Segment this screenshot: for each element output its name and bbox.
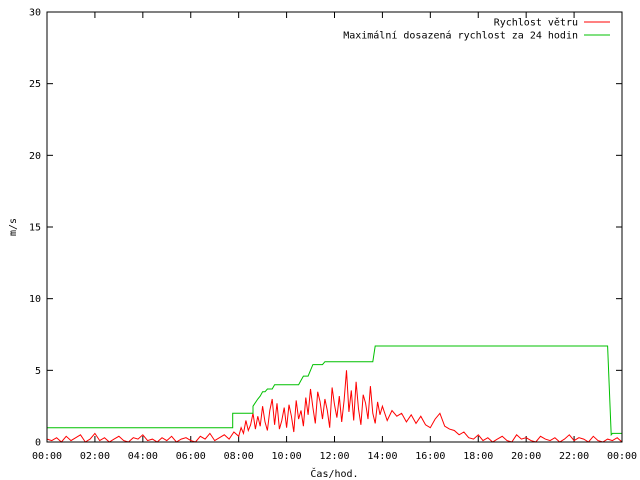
series-layer <box>46 345 623 443</box>
y-tick-label: 30 <box>29 8 41 19</box>
y-axis-label: m/s <box>8 218 19 236</box>
legend-label-wind-speed: Rychlost větru <box>494 17 578 29</box>
legend-label-max-speed: Maximální dosazená rychlost za 24 hodin <box>343 30 578 42</box>
x-tick-label: 22:00 <box>559 451 589 462</box>
x-tick-label: 06:00 <box>176 451 206 462</box>
x-tick-label: 00:00 <box>32 451 62 462</box>
x-axis-label: Čas/hod. <box>310 467 358 480</box>
y-tick-label: 10 <box>29 294 41 305</box>
y-tick-label: 20 <box>29 151 41 162</box>
y-tick-label: 0 <box>35 438 41 449</box>
x-tick-label: 14:00 <box>367 451 397 462</box>
x-tick-label: 20:00 <box>511 451 541 462</box>
ticks-layer: 0 5 10 15 20 25 30 00:00 02:00 04:00 06:00 08:00 10:… <box>29 8 637 463</box>
x-tick-label: 04:00 <box>128 451 158 462</box>
series-line-max-speed <box>47 345 622 437</box>
x-tick-label: 02:00 <box>80 451 110 462</box>
x-tick-label: 12:00 <box>319 451 349 462</box>
x-tick-label: 00:00 <box>607 451 637 462</box>
y-tick-label: 25 <box>29 79 41 90</box>
x-tick-label: 08:00 <box>224 451 254 462</box>
x-tick-label: 18:00 <box>463 451 493 462</box>
plot-frame <box>46 11 623 443</box>
legend: Rychlost větru Maximální dosazená rychlo… <box>343 17 610 42</box>
y-tick-label: 5 <box>35 366 41 377</box>
y-tick-label: 15 <box>29 223 41 234</box>
x-tick-label: 10:00 <box>272 451 302 462</box>
series-line-wind-speed <box>46 370 623 443</box>
x-tick-label: 16:00 <box>415 451 445 462</box>
